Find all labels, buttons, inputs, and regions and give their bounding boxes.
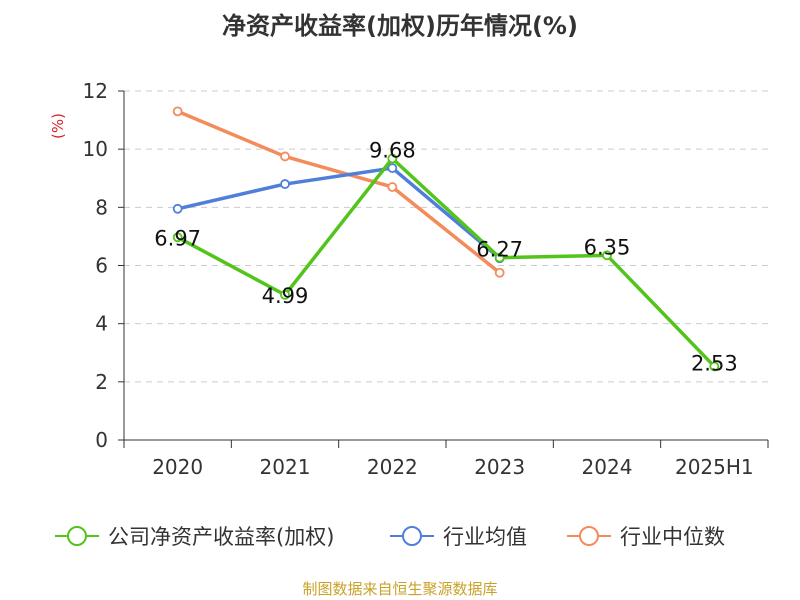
data-point [387,182,398,192]
data-point [602,250,612,261]
y-tick-label: 6 [95,254,108,278]
data-point [387,153,398,164]
data-point [709,361,720,372]
y-tick-label: 0 [95,428,108,452]
x-tick-label: 2025H1 [675,455,754,479]
data-point [280,151,290,162]
data-point [280,179,290,189]
data-point [387,163,398,173]
series-line [175,166,502,260]
data-point [172,203,183,214]
data-point [172,232,183,243]
legend-label: 行业均值 [443,525,527,549]
legend-label: 行业中位数 [620,525,725,549]
data-point [172,106,183,117]
legend-marker [579,526,599,546]
data-label: 4.99 [262,284,309,308]
x-tick-label: 2022 [367,455,418,479]
data-source-note: 制图数据来自恒生聚源数据库 [302,580,498,598]
y-tick-label: 12 [83,79,108,103]
legend-marker [402,526,422,546]
data-label: 2.53 [691,351,738,375]
series-line [175,156,717,369]
y-tick-label: 2 [95,370,108,394]
x-tick-label: 2024 [582,455,633,479]
data-point [494,252,505,263]
data-label: 6.97 [154,226,201,250]
x-tick-label: 2020 [152,455,203,479]
legend-marker [67,526,87,546]
data-label: 6.27 [476,238,523,262]
y-tick-label: 4 [95,312,108,336]
y-tick-label: 8 [95,195,108,219]
data-point [494,267,505,278]
series-line [175,109,502,275]
chart-title: 净资产收益率(加权)历年情况(%) [222,12,578,40]
y-tick-label: 10 [83,137,108,161]
data-label: 6.35 [584,235,631,259]
legend-label: 公司净资产收益率(加权) [108,525,334,549]
x-tick-label: 2021 [260,455,311,479]
data-point [280,289,290,300]
x-tick-label: 2023 [474,455,525,479]
data-label: 9.68 [369,138,416,162]
